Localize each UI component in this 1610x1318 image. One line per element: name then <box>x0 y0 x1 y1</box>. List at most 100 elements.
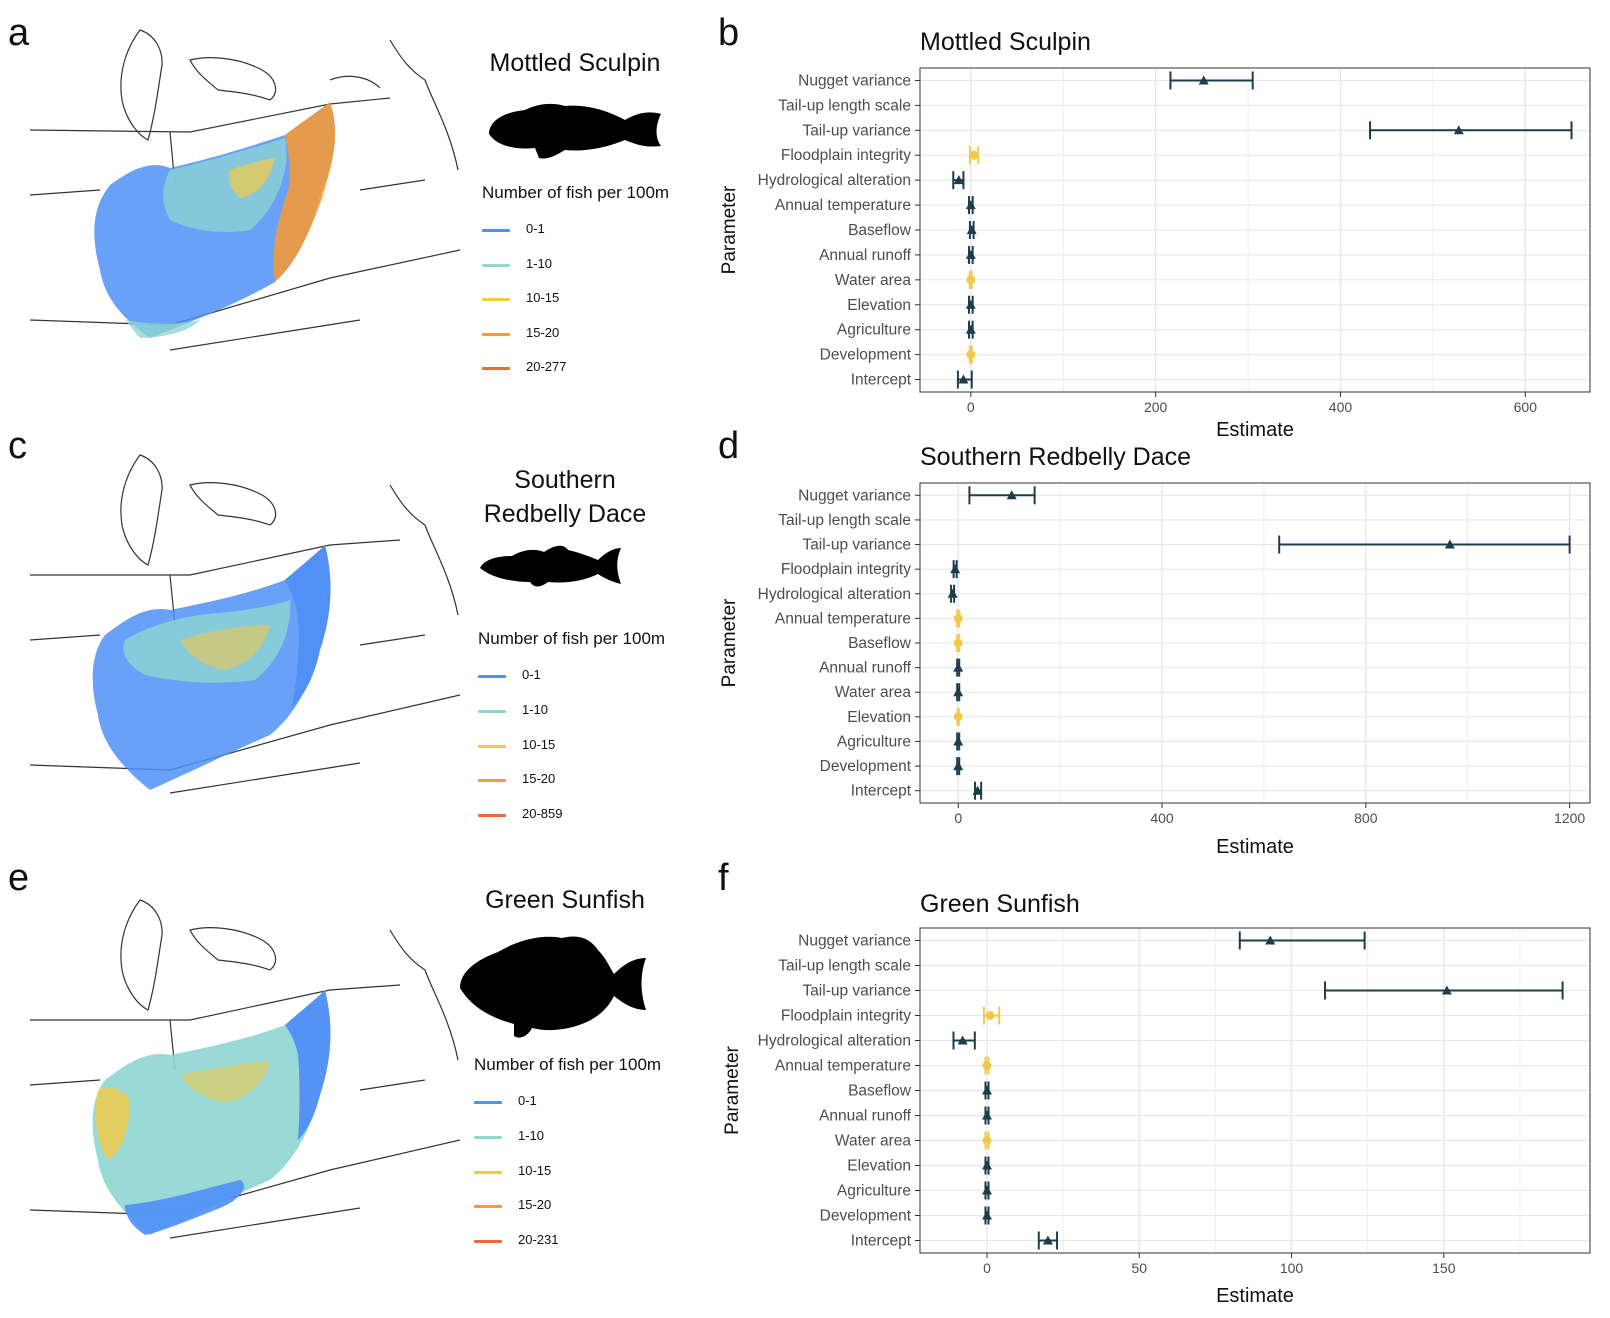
panel-letter-a: a <box>8 12 30 54</box>
y-tick-label: Elevation <box>847 297 911 314</box>
legend-label: 1-10 <box>526 256 553 271</box>
y-tick-label: Annual temperature <box>775 1058 911 1075</box>
legend-label: 1-10 <box>518 1128 545 1143</box>
chart-title: Mottled Sculpin <box>920 28 1091 56</box>
y-tick-label: Agriculture <box>837 733 911 750</box>
y-tick-label: Development <box>820 758 912 775</box>
chart-title: Green Sunfish <box>920 890 1080 918</box>
panel-letter-b: b <box>718 12 740 54</box>
panel-letter-f: f <box>718 857 729 899</box>
panel-letter-e: e <box>8 857 30 899</box>
x-tick-label: 200 <box>1144 399 1168 415</box>
y-tick-label: Tail-up length scale <box>778 97 911 114</box>
map-mottled-sculpin <box>30 29 460 351</box>
legend-label: 15-20 <box>518 1197 552 1212</box>
x-axis-label: Estimate <box>1216 836 1294 858</box>
species-title-mottled-sculpin: Mottled Sculpin <box>455 46 695 80</box>
y-tick-label: Tail-up length scale <box>778 958 911 975</box>
y-tick-label: Development <box>820 1208 912 1225</box>
y-tick-label: Water area <box>835 1133 911 1150</box>
y-tick-label: Nugget variance <box>798 72 911 89</box>
species-title-green-sunfish: Green Sunfish <box>445 883 685 917</box>
y-tick-label: Agriculture <box>837 1183 911 1200</box>
legend-swatch <box>482 264 510 267</box>
legend-swatch <box>482 333 510 336</box>
map-green-sunfish <box>30 899 460 1239</box>
x-tick-label: 1200 <box>1554 810 1585 826</box>
x-tick-label: 100 <box>1280 1260 1304 1276</box>
panel-letter-d: d <box>718 425 740 467</box>
y-tick-label: Intercept <box>851 372 912 389</box>
estimate-point <box>958 374 969 384</box>
y-tick-label: Nugget variance <box>798 487 911 504</box>
estimate-point <box>982 1061 992 1070</box>
legend-swatch <box>482 229 510 232</box>
legend-swatch <box>478 675 506 678</box>
panel-letter-c: c <box>8 425 27 467</box>
estimate-point <box>1265 935 1276 945</box>
legend-title: Number of fish per 100m <box>474 1055 662 1074</box>
legend-label: 10-15 <box>522 737 556 752</box>
estimate-point <box>953 638 963 648</box>
y-tick-label: Floodplain integrity <box>781 561 911 578</box>
y-tick-label: Intercept <box>851 1233 912 1250</box>
legend-label: 20-859 <box>522 806 563 821</box>
x-tick-label: 150 <box>1432 1260 1456 1276</box>
legend-swatch <box>474 1171 502 1174</box>
legend-label: 20-277 <box>526 359 567 374</box>
legend-swatch <box>478 814 506 817</box>
legend-swatch <box>482 298 510 301</box>
chart-title: Southern Redbelly Dace <box>920 443 1191 471</box>
legend-label: 15-20 <box>522 771 556 786</box>
chart-3: Green Sunfish 0 50 100 150 Estimate Parameter N… <box>722 890 1591 1307</box>
legend-label: 15-20 <box>526 325 560 340</box>
legend-swatch <box>478 779 506 782</box>
chart-2: Southern Redbelly Dace 0 400 800 1200 Estimat… <box>719 443 1591 858</box>
y-tick-label: Intercept <box>851 783 912 800</box>
legend-swatch <box>474 1136 502 1139</box>
estimate-point <box>947 588 958 598</box>
estimate-point <box>1453 125 1464 135</box>
x-tick-label: 400 <box>1329 399 1353 415</box>
estimate-point <box>1441 985 1452 995</box>
estimate-point <box>957 1035 968 1045</box>
estimate-point <box>953 687 964 697</box>
y-tick-label: Hydrological alteration <box>758 1033 911 1050</box>
estimate-point <box>965 324 976 334</box>
estimate-point <box>1444 539 1455 549</box>
legend-label: 10-15 <box>526 290 560 305</box>
y-axis-label: Parameter <box>722 1045 743 1134</box>
chart-1: Mottled Sculpin 0 200 400 600 Estimate Paramet… <box>719 28 1591 441</box>
y-tick-label: Baseflow <box>848 222 912 239</box>
legend-title: Number of fish per 100m <box>478 629 666 648</box>
y-tick-label: Annual runoff <box>819 247 912 264</box>
legend-swatch <box>478 710 506 713</box>
estimate-point <box>982 1185 992 1195</box>
y-tick-label: Floodplain integrity <box>781 147 911 164</box>
y-tick-label: Elevation <box>847 1158 911 1175</box>
estimate-point <box>982 1110 992 1120</box>
y-tick-label: Development <box>820 347 912 364</box>
y-tick-label: Elevation <box>847 709 911 726</box>
x-tick-label: 400 <box>1150 810 1174 826</box>
species-title-line: Redbelly Dace <box>483 500 647 528</box>
legend-swatch <box>482 367 510 370</box>
y-tick-label: Annual temperature <box>775 197 911 214</box>
x-axis-label: Estimate <box>1216 1285 1294 1307</box>
estimate-point <box>953 175 964 185</box>
y-tick-label: Tail-up variance <box>802 537 911 554</box>
estimate-point <box>1042 1235 1053 1245</box>
y-tick-label: Tail-up variance <box>802 983 911 1000</box>
estimate-point <box>966 275 976 285</box>
estimate-point <box>982 1210 992 1220</box>
legend-label: 0-1 <box>522 667 541 682</box>
y-tick-label: Water area <box>835 684 911 701</box>
species-title-line: Southern <box>514 466 616 494</box>
y-tick-label: Floodplain integrity <box>781 1008 911 1025</box>
estimate-point <box>982 1085 992 1095</box>
legend-swatch <box>474 1240 502 1243</box>
legend-label: 0-1 <box>518 1093 537 1108</box>
y-tick-label: Hydrological alteration <box>758 172 911 189</box>
legend-label: 1-10 <box>522 702 549 717</box>
